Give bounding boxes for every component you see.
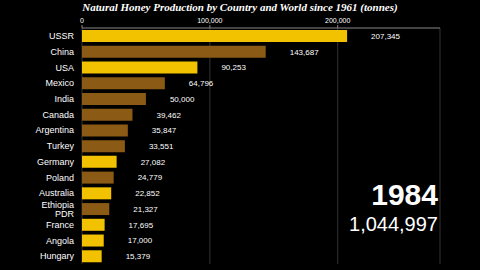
svg-text:Argentina: Argentina: [35, 125, 74, 135]
svg-text:22,852: 22,852: [135, 189, 160, 198]
html-text:1,044,997: 1,044,997: [349, 213, 438, 235]
svg-text:USA: USA: [55, 63, 74, 73]
svg-text:50,000: 50,000: [170, 95, 195, 104]
svg-text:27,082: 27,082: [141, 158, 166, 167]
svg-text:Germany: Germany: [37, 157, 75, 167]
html-text:1984: 1984: [371, 178, 438, 211]
svg-text:0: 0: [80, 17, 84, 24]
svg-text:17,000: 17,000: [128, 236, 153, 245]
svg-text:China: China: [50, 47, 74, 57]
svg-text:India: India: [54, 94, 74, 104]
svg-text:35,847: 35,847: [152, 126, 177, 135]
svg-text:Angola: Angola: [46, 236, 74, 246]
svg-text:33,551: 33,551: [149, 142, 174, 151]
svg-text:17,695: 17,695: [129, 221, 154, 230]
svg-text:24,779: 24,779: [138, 173, 163, 182]
svg-text:64,796: 64,796: [189, 79, 214, 88]
svg-text:Turkey: Turkey: [47, 141, 75, 151]
svg-text:90,253: 90,253: [221, 63, 246, 72]
svg-text:39,462: 39,462: [156, 111, 181, 120]
svg-text:207,345: 207,345: [371, 32, 400, 41]
html-text:Natural Honey Production by Co: Natural Honey Production by Country and …: [82, 1, 398, 13]
svg-text:200,000: 200,000: [325, 17, 350, 24]
svg-text:Mexico: Mexico: [45, 78, 74, 88]
svg-text:EthiopiaPDR: EthiopiaPDR: [41, 200, 74, 219]
svg-text:15,379: 15,379: [126, 252, 151, 261]
svg-text:Canada: Canada: [42, 110, 74, 120]
svg-text:100,000: 100,000: [197, 17, 222, 24]
svg-text:143,687: 143,687: [290, 48, 319, 57]
svg-text:21,327: 21,327: [133, 205, 158, 214]
svg-text:France: France: [46, 220, 74, 230]
svg-text:Hungary: Hungary: [40, 251, 75, 261]
svg-text:USSR: USSR: [49, 31, 75, 41]
svg-text:Australia: Australia: [39, 188, 74, 198]
svg-text:Poland: Poland: [46, 173, 74, 183]
